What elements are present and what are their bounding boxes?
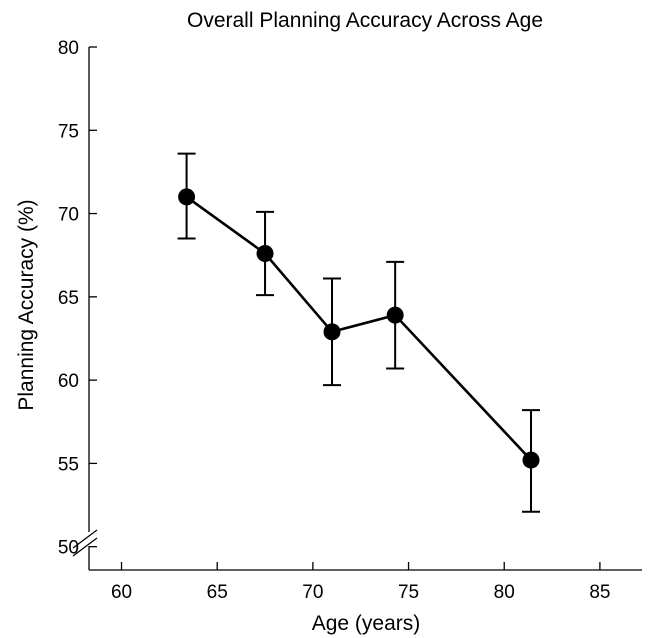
plot-area [177,152,541,513]
data-point [178,188,196,206]
axes [72,47,642,571]
x-axis-ticks: 60 65 70 75 80 85 [111,562,610,603]
axis-break-mark [72,537,98,557]
y-tick-label: 80 [58,38,79,59]
y-tick-label: 65 [58,288,79,309]
y-tick-label: 70 [58,205,79,226]
y-axis-label: Planning Accuracy (%) [15,199,38,410]
x-axis-label: Age (years) [312,612,421,635]
y-tick-label: 55 [58,454,79,475]
chart-title: Overall Planning Accuracy Across Age [187,9,543,32]
x-tick-label: 70 [302,582,323,603]
data-point [386,306,404,324]
x-tick-label: 75 [398,582,419,603]
x-tick-label: 65 [207,582,228,603]
y-tick-label: 50 [58,538,79,559]
y-tick-label: 60 [58,371,79,392]
axis-break-mark [72,529,98,549]
data-point [522,451,540,469]
x-tick-label: 80 [494,582,515,603]
x-tick-label: 85 [589,582,610,603]
y-axis-ticks: 50 55 60 65 70 75 80 [58,38,97,559]
series-line [185,195,532,461]
data-point [323,323,341,341]
x-tick-label: 60 [111,582,132,603]
data-point [256,245,274,263]
y-tick-label: 75 [58,121,79,142]
